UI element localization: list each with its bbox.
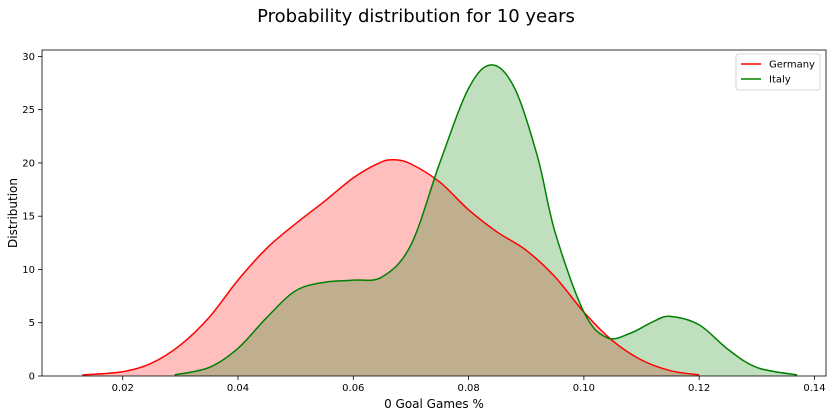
x-tick-label: 0.12 <box>688 383 710 394</box>
legend-label-germany: Germany <box>769 60 815 71</box>
x-tick-label: 0.10 <box>573 383 595 394</box>
x-tick-label: 0.02 <box>112 383 134 394</box>
y-tick-label: 0 <box>29 372 35 383</box>
y-tick-label: 20 <box>22 158 35 169</box>
area-italy <box>174 64 798 377</box>
line-italy <box>174 64 798 376</box>
legend-label-italy: Italy <box>769 75 791 86</box>
x-tick-label: 0.08 <box>457 383 479 394</box>
legend-box <box>735 53 821 91</box>
y-tick-label: 30 <box>22 52 35 63</box>
x-tick-label: 0.04 <box>227 383 249 394</box>
y-tick-label: 15 <box>22 212 35 223</box>
legend: Germany Italy <box>735 53 821 91</box>
y-axis-label: Distribution <box>6 178 20 248</box>
x-axis: 0.02 0.04 0.06 0.08 0.10 0.12 0.14 <box>112 376 826 394</box>
y-tick-label: 10 <box>22 265 35 276</box>
line-germany <box>82 158 700 376</box>
y-tick-label: 25 <box>22 105 35 116</box>
plot-frame <box>41 49 827 377</box>
x-tick-label: 0.06 <box>342 383 364 394</box>
x-tick-label: 0.14 <box>803 383 825 394</box>
x-axis-label: 0 Goal Games % <box>384 397 484 411</box>
plot-area <box>82 64 798 377</box>
y-axis: 0 5 10 15 20 25 30 <box>22 52 42 383</box>
y-tick-label: 5 <box>29 318 35 329</box>
area-germany <box>82 159 700 376</box>
chart-title: Probability distribution for 10 years <box>257 6 575 27</box>
